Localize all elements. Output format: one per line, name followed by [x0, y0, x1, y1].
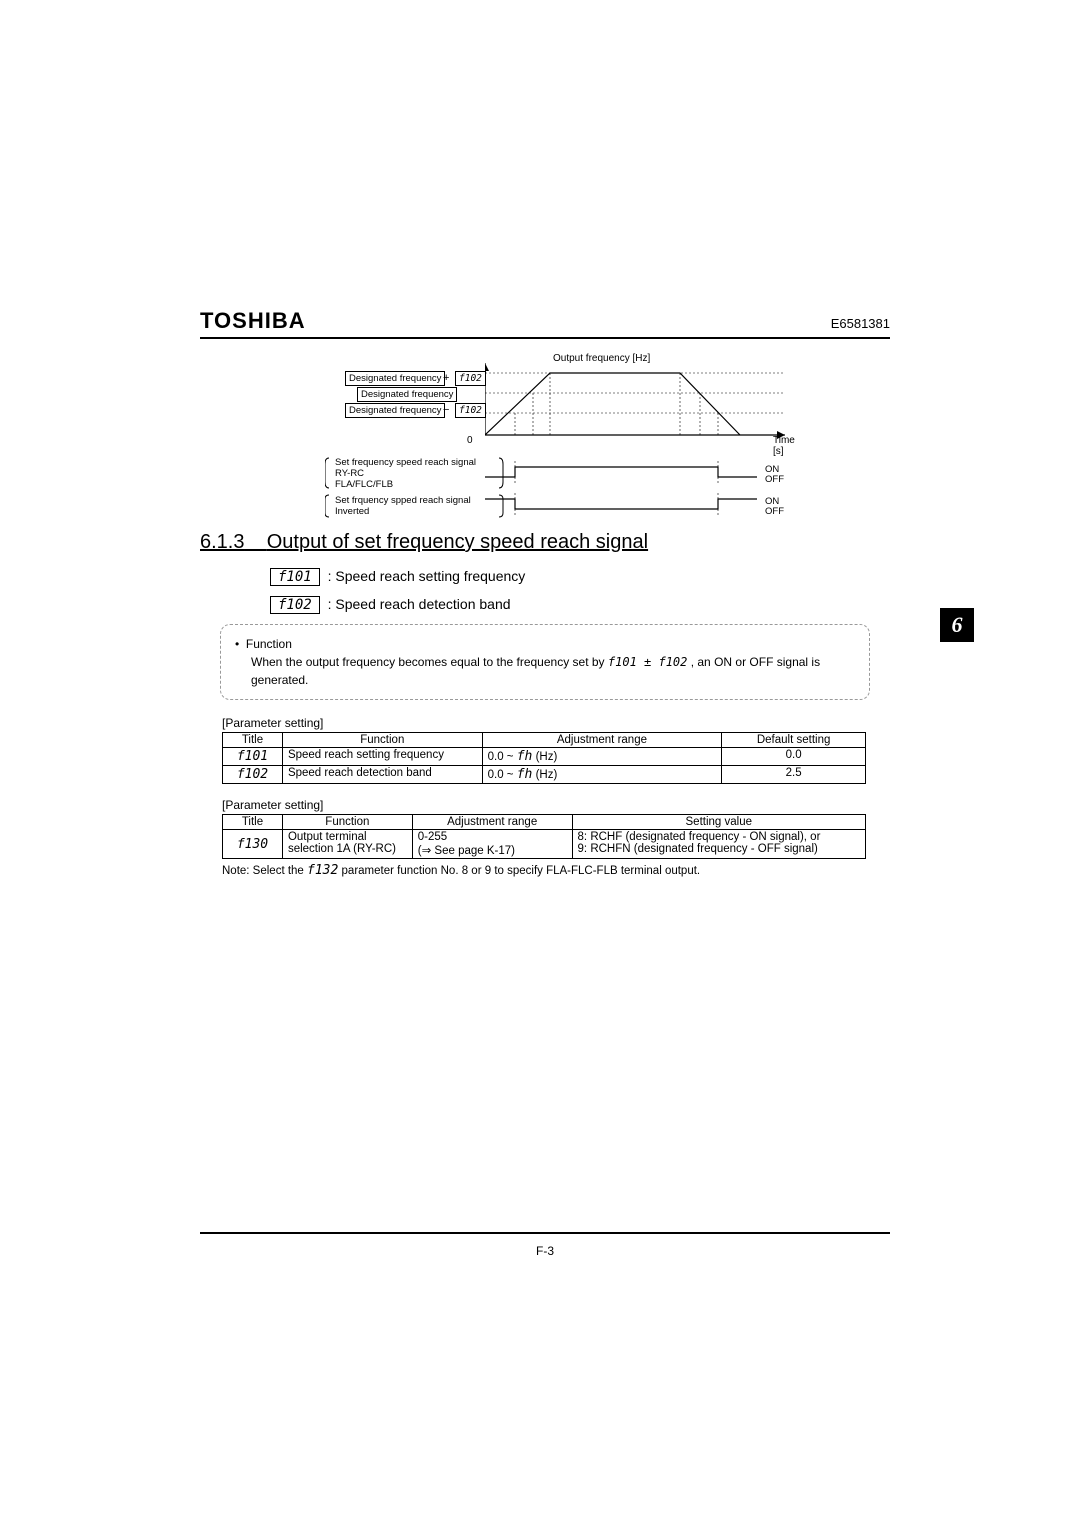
table-row: f130 Output terminal selection 1A (RY-RC… [223, 830, 866, 859]
trapezoid-chart [485, 363, 785, 443]
param-ref-minus: f102 [455, 403, 486, 418]
param-label-f102: : Speed reach detection band [328, 596, 511, 612]
param-def-f102: f102 : Speed reach detection band [270, 596, 890, 614]
table1-caption: [Parameter setting] [222, 716, 890, 730]
function-description-box: • Function When the output frequency bec… [220, 624, 870, 700]
minus-sign: − [443, 404, 449, 416]
pulse-signal-1 [485, 461, 785, 483]
param-def-f101: f101 : Speed reach setting frequency [270, 568, 890, 586]
param-label-f101: : Speed reach setting frequency [328, 568, 526, 584]
page-header: TOSHIBA E6581381 [200, 308, 890, 339]
parameter-table-1: Title Function Adjustment range Default … [222, 732, 866, 784]
table2-caption: [Parameter setting] [222, 798, 890, 812]
designated-freq-plus-label: Designated frequency [345, 371, 445, 386]
signal-box-2: Set frquency spped reach signal Inverted [335, 495, 471, 517]
zero-label: 0 [467, 435, 473, 446]
table-row: f102 Speed reach detection band 0.0 ~ fh… [223, 766, 866, 784]
footer-rule [200, 1232, 890, 1234]
on-off-label-1: ONOFF [765, 465, 784, 485]
function-body-pre: When the output frequency becomes equal … [251, 655, 608, 669]
param-ref-plus: f102 [455, 371, 486, 386]
designated-freq-mid-label: Designated frequency [357, 387, 457, 402]
chapter-tab: 6 [940, 608, 974, 642]
timing-diagram: Output frequency [Hz] 0 Time [s] Designa… [295, 357, 795, 527]
param-code-f101: f101 [270, 568, 320, 586]
parameter-table-2: Title Function Adjustment range Setting … [222, 814, 866, 859]
param-code-f102: f102 [270, 596, 320, 614]
section-heading: 6.1.3 Output of set frequency speed reac… [200, 531, 890, 554]
document-number: E6581381 [831, 316, 890, 331]
x-axis-label: Time [s] [773, 435, 795, 457]
pulse-signal-2 [485, 493, 785, 515]
table-header-row: Title Function Adjustment range Setting … [223, 815, 866, 830]
footnote: Note: Select the f132 parameter function… [222, 863, 890, 878]
table-row: f101 Speed reach setting frequency 0.0 ~… [223, 748, 866, 766]
brand-logo: TOSHIBA [200, 308, 306, 334]
function-heading: Function [246, 637, 292, 651]
signal-box-1: Set frequency speed reach signal RY-RC F… [335, 457, 476, 490]
on-off-label-2: ONOFF [765, 497, 784, 517]
designated-freq-minus-label: Designated frequency [345, 403, 445, 418]
page-number: F-3 [200, 1244, 890, 1258]
function-body-expr: f101 ± f102 [608, 655, 687, 669]
table-header-row: Title Function Adjustment range Default … [223, 733, 866, 748]
plus-sign: + [443, 372, 449, 384]
